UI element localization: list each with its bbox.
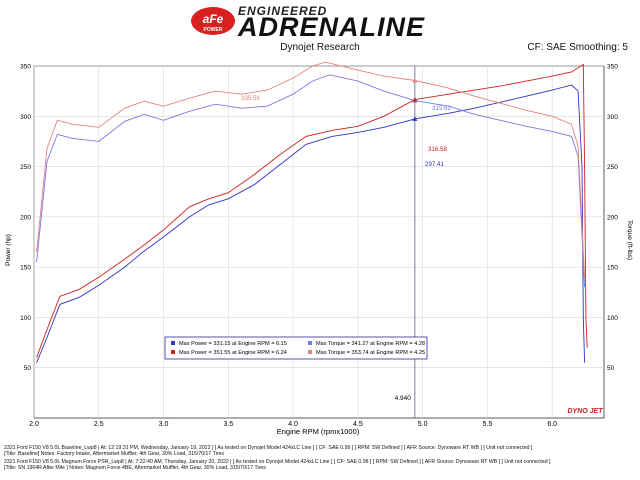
x-tick-label: 5.0 bbox=[418, 421, 428, 428]
cursor-value-label: 335.56 bbox=[241, 95, 260, 102]
y-axis-label-right: Torque (ft-lbs) bbox=[626, 220, 633, 260]
cursor-marker-icon bbox=[412, 116, 418, 121]
y-tick-label-left: 350 bbox=[20, 64, 31, 71]
y-tick-label-left: 50 bbox=[24, 365, 32, 372]
legend-swatch bbox=[308, 341, 312, 345]
y-tick-label-right: 200 bbox=[607, 214, 618, 221]
chart-header-title: Dynojet Research bbox=[280, 42, 360, 53]
y-axis-ticks: 50 50 100 100 150 150 200 200 250 250 300 300 350 350 bbox=[20, 64, 618, 373]
rpm-cursor-value: 4.940 bbox=[395, 395, 412, 402]
y-tick-label-right: 50 bbox=[607, 365, 615, 372]
chart-header-settings: CF: SAE Smoothing: 5 bbox=[527, 42, 628, 53]
footer-notes-2: [Title: SN 1964R After Mile ] Notes: Mag… bbox=[4, 465, 266, 471]
cursor-value-label: 297.41 bbox=[425, 161, 444, 168]
x-tick-label: 2.0 bbox=[29, 421, 39, 428]
series-line-torque-4 bbox=[36, 61, 586, 278]
cursor-marker-icon bbox=[412, 78, 418, 83]
y-tick-label-right: 300 bbox=[607, 114, 618, 121]
legend-box bbox=[164, 336, 428, 360]
y-tick-label-right: 350 bbox=[607, 64, 618, 71]
brand-title-top: ENGINEERED bbox=[238, 4, 328, 18]
cursor-value-label: 315.62 bbox=[432, 105, 451, 112]
y-axis-label-left: Power (hp) bbox=[5, 234, 12, 266]
footer-run-2: 2321 Ford F150 V8 5.0L Magnum Force PSR_… bbox=[4, 459, 551, 465]
dynojet-watermark: DYNO JET bbox=[567, 408, 603, 415]
cursor-marker-icon bbox=[412, 97, 418, 102]
logo-badge-subtext: POWER bbox=[204, 27, 223, 33]
x-tick-label: 5.5 bbox=[483, 421, 493, 428]
legend-entry: Max Power = 351.55 at Engine RPM = 6.24 bbox=[179, 350, 287, 356]
cursor-value-label: 316.58 bbox=[428, 146, 447, 153]
x-tick-label: 3.0 bbox=[159, 421, 169, 428]
logo-badge-text: aFe bbox=[203, 12, 224, 26]
y-tick-label-right: 100 bbox=[607, 315, 618, 322]
x-axis-ticks: 2.0 2.5 3.0 3.5 4.0 4.5 5.0 5.5 6.0 bbox=[29, 421, 557, 428]
x-axis-label: Engine RPM (rpmx1000) bbox=[277, 427, 360, 436]
chart-legend: Max Power = 331.15 at Engine RPM = 6.15 M… bbox=[164, 336, 428, 360]
legend-swatch bbox=[171, 350, 175, 354]
x-tick-label: 2.5 bbox=[94, 421, 104, 428]
chart-series bbox=[36, 61, 588, 363]
y-tick-label-left: 250 bbox=[20, 164, 31, 171]
x-tick-label: 6.0 bbox=[547, 421, 557, 428]
y-tick-label-left: 150 bbox=[20, 265, 31, 272]
x-tick-label: 4.0 bbox=[288, 421, 298, 428]
legend-entry: Max Torque = 341.27 at Engine RPM = 4.28 bbox=[316, 341, 425, 347]
series-line-power-1 bbox=[36, 84, 586, 363]
afe-logo-icon: aFe POWER bbox=[191, 7, 235, 35]
x-tick-label: 4.5 bbox=[353, 421, 363, 428]
footer-run-1: 2321 Ford F150 V8 5.0L Baseline_Lwp8 | A… bbox=[4, 445, 533, 451]
x-tick-label: 3.5 bbox=[223, 421, 233, 428]
legend-swatch bbox=[308, 350, 312, 354]
y-tick-label-right: 250 bbox=[607, 164, 618, 171]
y-tick-label-left: 300 bbox=[20, 114, 31, 121]
legend-swatch bbox=[171, 341, 175, 345]
y-tick-label-left: 200 bbox=[20, 214, 31, 221]
brand-header: aFe POWER ENGINEERED ADRENALINE bbox=[0, 0, 640, 42]
y-tick-label-left: 100 bbox=[20, 315, 31, 322]
plot-area bbox=[33, 65, 605, 419]
legend-entry: Max Torque = 353.74 at Engine RPM = 4.25 bbox=[316, 350, 425, 356]
series-line-torque-3 bbox=[36, 74, 586, 288]
legend-entry: Max Power = 331.15 at Engine RPM = 6.15 bbox=[179, 341, 287, 347]
brand-title-main: ADRENALINE bbox=[238, 12, 426, 42]
y-tick-label-right: 150 bbox=[607, 265, 618, 272]
plot-frame bbox=[33, 65, 605, 419]
series-line-power-2 bbox=[36, 63, 588, 358]
footer-notes-1: [Title: Baseline] Notes: Factory Intake,… bbox=[4, 451, 225, 457]
